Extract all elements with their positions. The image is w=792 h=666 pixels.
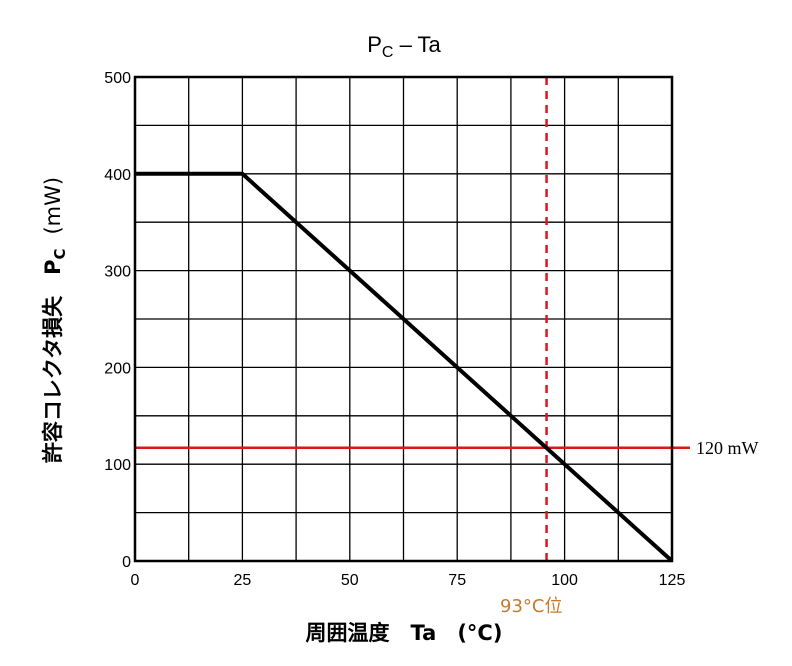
x-axis-title: 周囲温度 Ta (°C) [306,621,503,645]
y-tick-label: 300 [104,264,131,281]
x-tick-label: 50 [341,572,359,589]
hline-annotation-label: 120 mW [696,438,759,458]
x-tick-label: 0 [131,572,140,589]
y-tick-label: 100 [104,457,131,474]
x-tick-label: 25 [234,572,252,589]
series-line [135,171,674,563]
reference-lines [135,77,690,563]
y-tick-label: 0 [122,554,131,571]
x-tick-label: 125 [659,572,686,589]
chart-title: PC – Ta [367,32,441,61]
y-tick-label: 400 [104,167,131,184]
y-tick-label: 500 [104,70,131,87]
vline-annotation-label: 93°C位 [500,596,562,617]
x-tick-label: 75 [448,572,466,589]
y-axis-title: 許容コレクタ損失 PC(mW) [41,177,69,463]
y-tick-label: 200 [104,360,131,377]
series-layer [135,171,674,563]
x-tick-label: 100 [551,572,578,589]
tick-labels: 0 25 50 75 100 125 0 100 200 300 400 500 [104,70,685,589]
plot-frame [133,75,674,563]
